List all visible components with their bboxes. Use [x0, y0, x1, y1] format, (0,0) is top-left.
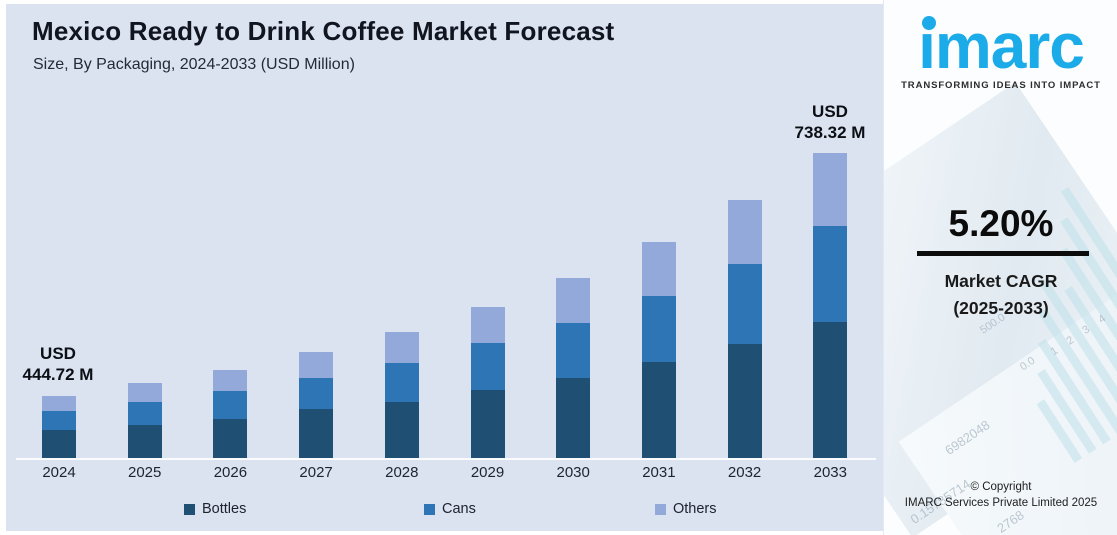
- legend-item-cans: Cans: [424, 501, 476, 517]
- bar-2032-segment-cans: [727, 264, 762, 344]
- annotation-2024-line2: 444.72 M: [22, 365, 94, 384]
- x-tick-2032: 2032: [727, 464, 762, 481]
- annotation-2033-line1: USD: [812, 102, 848, 121]
- x-tick-2033: 2033: [813, 464, 847, 481]
- copyright: © Copyright IMARC Services Private Limit…: [884, 479, 1117, 511]
- bar-2030-segment-others: [556, 278, 591, 323]
- legend-item-bottles: Bottles: [184, 501, 246, 517]
- annotation-2033-line2: 738.32 M: [794, 123, 866, 142]
- annotation-2024-line1: USD: [40, 344, 76, 363]
- x-tick-2028: 2028: [385, 464, 419, 481]
- imarc-logo-dot: [922, 16, 937, 30]
- sidebar: 500.0 0.0 1 2 3 4 6982048 0.15785714 276…: [883, 0, 1117, 535]
- cagr-caption-line2: (2025-2033): [953, 298, 1049, 318]
- bar-2025-segment-cans: [127, 402, 162, 425]
- copyright-line1: © Copyright: [970, 481, 1032, 493]
- bar-2028-segment-bottles: [384, 402, 419, 458]
- x-tick-2031: 2031: [642, 464, 676, 481]
- chart-subtitle: Size, By Packaging, 2024-2033 (USD Milli…: [33, 56, 355, 73]
- bar-2031-segment-cans: [641, 296, 676, 362]
- bar-2033-segment-cans: [813, 226, 848, 322]
- cagr-divider: [917, 251, 1089, 256]
- x-tick-2024: 2024: [42, 464, 76, 481]
- bar-2029-segment-cans: [470, 343, 505, 390]
- bar-2030-segment-cans: [556, 323, 591, 378]
- bar-2029-segment-others: [470, 307, 505, 343]
- legend-swatch-cans: [424, 503, 435, 515]
- bar-2027: [299, 352, 334, 458]
- imarc-logo: ımarc TRANSFORMING IDEAS INTO IMPACT: [884, 14, 1117, 91]
- legend-label-cans: Cans: [442, 501, 476, 517]
- bar-2033-segment-others: [813, 153, 848, 226]
- imarc-tagline: TRANSFORMING IDEAS INTO IMPACT: [901, 80, 1101, 91]
- bar-2028-segment-cans: [384, 363, 419, 402]
- x-tick-2025: 2025: [128, 464, 162, 481]
- bar-2025-segment-others: [127, 383, 162, 402]
- bar-2024-segment-others: [42, 396, 76, 411]
- x-tick-2026: 2026: [213, 464, 248, 481]
- bar-2027-segment-others: [299, 352, 334, 378]
- imarc-wordmark: ımarc: [918, 10, 1085, 82]
- x-axis-line: [16, 458, 876, 460]
- legend-label-bottles: Bottles: [202, 501, 247, 517]
- annotation-2033-value: USD 738.32 M: [782, 101, 878, 143]
- bar-2027-segment-bottles: [299, 409, 334, 458]
- bar-2032-segment-bottles: [727, 344, 762, 458]
- x-tick-2030: 2030: [556, 464, 590, 481]
- bar-2028: [384, 332, 419, 458]
- legend-item-others: Others: [655, 501, 717, 517]
- bar-2025: [127, 383, 162, 458]
- bar-2031-segment-bottles: [641, 362, 676, 458]
- copyright-line2: IMARC Services Private Limited 2025: [904, 497, 1098, 509]
- bar-2030: [556, 278, 591, 458]
- bar-2024-segment-cans: [42, 411, 76, 430]
- bar-2027-segment-cans: [299, 378, 334, 409]
- legend-swatch-bottles: [184, 503, 195, 515]
- cagr-value: 5.20%: [948, 203, 1054, 244]
- x-tick-2029: 2029: [470, 464, 505, 481]
- bar-2024: [42, 396, 76, 458]
- bar-2031: [641, 242, 676, 458]
- bar-2033-segment-bottles: [813, 322, 848, 458]
- bar-2030-segment-bottles: [556, 378, 591, 458]
- bar-2026: [213, 370, 248, 458]
- bar-2031-segment-others: [641, 242, 676, 296]
- bar-2032-segment-others: [727, 200, 762, 264]
- bar-2025-segment-bottles: [127, 425, 162, 458]
- bar-2033: [813, 153, 848, 458]
- chart-title: Mexico Ready to Drink Coffee Market Fore…: [32, 16, 615, 46]
- cagr-caption-line1: Market CAGR: [944, 271, 1058, 291]
- legend-swatch-others: [655, 503, 666, 515]
- bar-2029-segment-bottles: [470, 390, 505, 458]
- bar-2028-segment-others: [384, 332, 419, 363]
- bar-2026-segment-bottles: [213, 419, 248, 458]
- bar-2024-segment-bottles: [42, 430, 76, 458]
- bar-2026-segment-others: [213, 370, 248, 391]
- legend-label-others: Others: [673, 501, 717, 517]
- annotation-2024-value: USD 444.72 M: [10, 343, 106, 385]
- x-tick-2027: 2027: [299, 464, 333, 481]
- bar-2026-segment-cans: [213, 391, 248, 419]
- bar-2029: [470, 307, 505, 458]
- bar-2032: [727, 200, 762, 458]
